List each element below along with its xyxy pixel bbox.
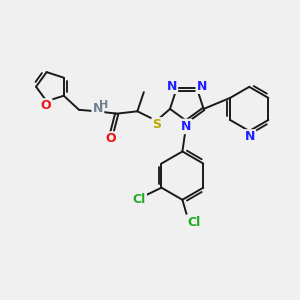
Text: N: N	[197, 80, 207, 93]
Text: Cl: Cl	[133, 193, 146, 206]
Text: N: N	[181, 120, 191, 133]
Text: N: N	[244, 130, 255, 143]
Text: S: S	[153, 118, 162, 131]
Text: O: O	[41, 100, 51, 112]
Text: N: N	[93, 102, 103, 116]
Text: O: O	[106, 133, 116, 146]
Text: H: H	[100, 100, 109, 110]
Text: N: N	[167, 80, 177, 93]
Text: Cl: Cl	[187, 216, 200, 229]
